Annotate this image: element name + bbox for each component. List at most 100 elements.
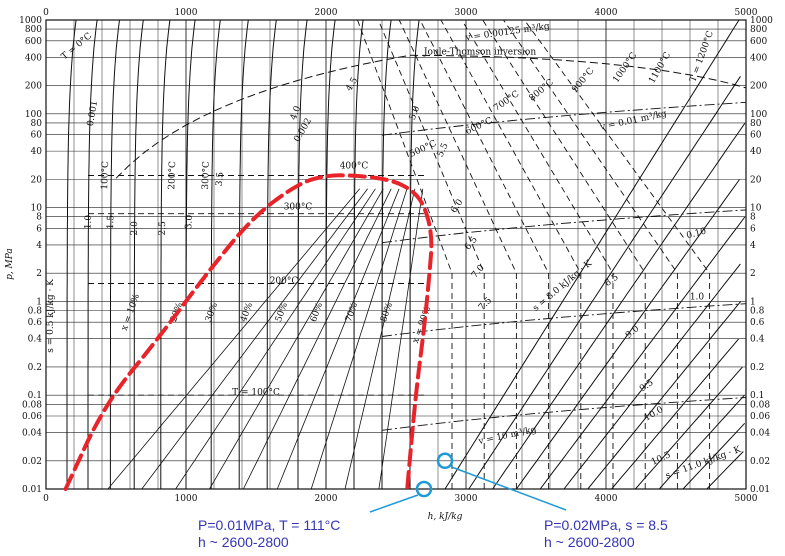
markers xyxy=(369,452,567,513)
volume-label: v = 0.00125 m³/kg xyxy=(464,22,551,44)
entropy-line xyxy=(87,19,98,489)
entropy-label: s = 11.0 kJ/kg · K xyxy=(664,445,742,482)
entropy-label: 9.0 xyxy=(624,324,642,341)
plot-frame xyxy=(45,19,747,490)
y-tick-label-right: 0.2 xyxy=(750,363,764,373)
y-tick-label-left: 100 xyxy=(25,110,42,120)
quality-line xyxy=(107,188,361,490)
volume-line xyxy=(381,397,747,431)
y-tick-label-right: 80 xyxy=(750,119,762,129)
quality-line xyxy=(310,188,408,490)
temperature-label: 200°C xyxy=(167,161,178,190)
y-tick-label-right: 2 xyxy=(750,269,756,279)
x-tick-label-top: 3000 xyxy=(455,8,478,18)
x-tick-label-bottom: 2000 xyxy=(315,494,338,504)
x-tick-label-top: 0 xyxy=(43,8,49,18)
temperature-label: 400°C xyxy=(340,162,369,172)
y-tick-label-left: 1 xyxy=(36,297,42,307)
temperature-label: 900°C xyxy=(570,66,596,94)
y-tick-label-right: 20 xyxy=(750,175,762,185)
x-tick-label-bottom: 1000 xyxy=(175,494,198,504)
entropy-line xyxy=(409,19,420,489)
temperature-label: 300°C xyxy=(284,203,313,213)
y-tick-label-left: 8 xyxy=(36,213,42,223)
isotherm-line xyxy=(524,19,711,489)
y-tick-label-right: 0.04 xyxy=(750,429,770,439)
y-tick-label-left: 0.8 xyxy=(28,306,43,316)
y-tick-label-left: 20 xyxy=(31,175,43,185)
y-tick-label-left: 0.01 xyxy=(22,485,42,495)
y-tick-label-left: 0.04 xyxy=(22,429,42,439)
quality-label: 70% xyxy=(344,301,360,324)
quality-line xyxy=(344,188,416,490)
y-tick-label-left: 0.2 xyxy=(28,363,42,373)
volume-label: v = 0.01 m³/kg xyxy=(598,109,667,133)
entropy-label: 10.5 xyxy=(650,450,673,468)
entropy-line xyxy=(515,179,740,490)
x-tick-label-top: 2000 xyxy=(315,8,338,18)
entropy-line xyxy=(492,122,746,490)
annotation-2-label: P=0.02MPa, s = 8.5 xyxy=(544,517,668,533)
property-curves xyxy=(66,19,747,490)
annotation-marker-1: P=0.01MPa, T = 111°C h ~ 2600-2800 xyxy=(198,517,340,551)
entropy-line xyxy=(266,19,277,489)
entropy-line xyxy=(381,19,392,489)
entropy-line xyxy=(66,19,77,489)
y-tick-label-right: 1 xyxy=(750,297,756,307)
quality-line xyxy=(378,188,424,490)
y-tick-label-right: 0.8 xyxy=(750,306,765,316)
y-tick-label-left: 1000 xyxy=(19,16,42,26)
joule-thomson-label: Joule-Thomson inversion xyxy=(423,47,536,57)
y-tick-label-right: 0.02 xyxy=(750,457,770,467)
marker-circle xyxy=(436,452,454,470)
temperature-label: T = 1200°C xyxy=(688,30,716,84)
entropy-line xyxy=(325,19,336,489)
marker-connector xyxy=(369,494,419,513)
annotation-1-sub: h ~ 2600-2800 xyxy=(198,534,289,550)
y-tick-label-left: 60 xyxy=(31,131,43,141)
entropy-line xyxy=(238,19,249,489)
x-tick-label-bottom: 4000 xyxy=(595,494,618,504)
y-tick-label-right: 60 xyxy=(750,131,762,141)
y-tick-label-right: 0.08 xyxy=(750,400,770,410)
entropy-line xyxy=(468,76,741,490)
y-tick-label-left: 2 xyxy=(36,269,42,279)
entropy-label: s = 0.5 kJ/kg · K xyxy=(46,279,56,353)
y-tick-label-right: 1000 xyxy=(750,16,773,26)
curve-labels: x = 10% 20% 30% 40% 50% 60% 70% 80% x = 90%T = 0… xyxy=(46,22,743,482)
x-tick-label-bottom: 5000 xyxy=(735,494,758,504)
y-tick-label-right: 4 xyxy=(750,241,756,251)
saturation-dome-curve xyxy=(63,173,434,491)
y-tick-label-right: 0.06 xyxy=(750,412,770,422)
temperature-label: 1000°C xyxy=(611,51,639,85)
entropy-line xyxy=(109,19,120,489)
y-tick-label-right: 600 xyxy=(750,37,767,47)
y-tick-label-left: 4 xyxy=(36,241,42,251)
x-axis-label: h, kJ/kg xyxy=(428,512,463,522)
marker-connector xyxy=(450,466,567,511)
quality-label: 40% xyxy=(239,301,255,324)
y-tick-label-right: 400 xyxy=(750,53,767,63)
grid xyxy=(45,19,747,490)
temperature-label: 700°C xyxy=(492,89,521,114)
volume-label: 0.001 xyxy=(86,100,100,127)
y-tick-label-right: 0.6 xyxy=(750,318,765,328)
entropy-label: s = 8.0 kJ/kg · K xyxy=(531,258,594,313)
annotation-marker-2: P=0.02MPa, s = 8.5 h ~ 2600-2800 xyxy=(544,517,668,551)
entropy-line xyxy=(563,263,741,490)
entropy-label: 3.5 xyxy=(215,171,226,187)
entropy-label: 9.5 xyxy=(638,378,656,395)
x-tick-label-bottom: 0 xyxy=(43,494,49,504)
quality-label: x = 10% xyxy=(120,292,143,332)
isotherm-line xyxy=(377,19,485,489)
entropy-line xyxy=(635,366,743,490)
y-tick-label-left: 0.6 xyxy=(28,318,43,328)
y-tick-label-right: 200 xyxy=(750,82,767,92)
entropy-label: 5.0 xyxy=(408,104,422,121)
y-tick-label-right: 10 xyxy=(750,204,762,214)
quality-line xyxy=(141,188,368,490)
volume-line xyxy=(381,303,747,337)
entropy-label: 3.0 xyxy=(184,214,195,229)
y-axis-label: p, MPa xyxy=(5,248,15,280)
temperature-label: 200°C xyxy=(270,277,299,287)
